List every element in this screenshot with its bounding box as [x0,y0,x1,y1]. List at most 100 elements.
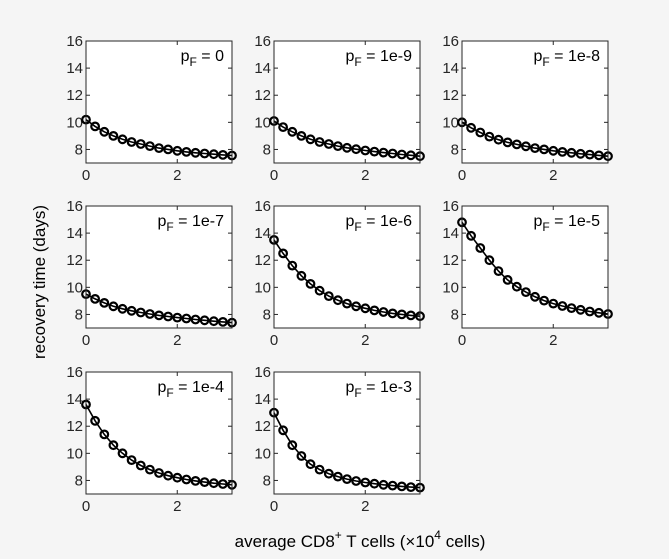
y-tick-label: 10 [254,279,271,296]
data-point [511,281,522,292]
data-point [181,313,192,324]
y-tick-label: 16 [66,364,83,381]
data-point [396,149,407,160]
y-tick-label: 10 [66,114,83,131]
data-point [126,305,137,316]
data-point [99,298,110,308]
data-point [217,149,228,160]
panel-label: pF = 1e-9 [345,48,412,69]
data-point [190,476,201,486]
data-point [154,310,164,321]
data-point [90,415,100,426]
data-point [278,248,289,259]
data-point [557,301,568,311]
plot-area [86,41,232,163]
data-point [296,451,307,461]
data-point [502,137,513,148]
y-tick-label: 16 [254,33,271,50]
data-point [314,464,325,475]
data-point [135,460,146,471]
data-point [190,147,201,158]
data-point [378,479,389,490]
data-point [557,146,568,157]
y-tick-label: 8 [451,306,459,323]
y-tick-label: 8 [75,141,83,158]
x-axis-label: average CD8+ T cells (×104 cells) [235,528,486,551]
panel-label: pF = 1e-7 [157,213,224,234]
data-point [387,148,398,159]
y-tick-label: 14 [254,60,271,77]
data-point [296,130,307,141]
data-point [351,144,362,155]
y-tick-label: 10 [442,114,459,131]
panel-label: pF = 1e-5 [533,213,600,234]
data-point [406,482,416,493]
axes-box [461,40,609,164]
data-point [539,144,549,155]
data-point [217,479,228,489]
y-tick-label: 14 [66,391,83,408]
data-point [154,468,164,478]
data-point [521,287,531,298]
x-tick-label: 0 [82,498,90,515]
data-point [117,134,128,145]
data-point [584,149,595,160]
data-point [208,478,219,489]
x-tick-label: 2 [173,332,181,349]
data-point [278,425,289,436]
panel-7: 8 10 12 14 16 0 2 pF = 1e-4 [66,364,237,515]
y-tick-label: 14 [254,225,271,242]
y-tick-label: 10 [66,279,83,296]
data-point [278,122,289,132]
y-tick-label: 14 [66,225,83,242]
x-tick-label: 0 [458,332,466,349]
panel-2: 8 10 12 14 16 0 2 pF = 1e-9 [254,33,425,184]
data-point [333,295,343,306]
y-tick-label: 10 [442,279,459,296]
data-point [163,144,174,155]
data-point [305,459,316,470]
data-point [360,145,371,156]
data-point [99,429,110,440]
data-point [475,243,486,253]
y-tick-label: 16 [254,364,271,381]
axes-box [273,40,421,164]
y-tick-label: 12 [254,87,271,104]
data-point [217,317,228,327]
data-point [181,474,192,485]
data-point [117,303,128,314]
data-point [90,294,100,304]
data-point [190,314,201,325]
data-point [396,309,407,320]
data-point [90,121,100,132]
data-point [181,146,192,157]
axes-box [85,205,233,329]
data-point [378,307,389,317]
data-point [406,150,416,161]
data-point [493,266,504,277]
panel-label: pF = 1e-3 [345,379,412,400]
plot-area [274,41,420,163]
x-tick-label: 2 [361,498,369,515]
data-point [342,474,352,485]
panel-label: pF = 1e-8 [533,48,600,69]
data-point [305,134,316,145]
y-tick-label: 8 [451,141,459,158]
panel-label: pF = 1e-4 [157,379,224,400]
data-point [135,307,146,318]
x-tick-label: 2 [549,332,557,349]
x-tick-label: 0 [270,332,278,349]
data-point [144,309,155,319]
data-point [466,122,477,133]
data-point [208,149,219,160]
data-point [208,316,219,327]
data-point [108,130,119,141]
data-point [144,464,155,475]
data-point [154,143,164,154]
panel-6: 8 10 12 14 16 0 2 pF = 1e-5 [442,198,613,349]
data-point [575,148,586,159]
data-point [566,303,577,314]
data-point [360,303,371,314]
y-tick-label: 16 [66,198,83,215]
data-point [539,295,549,306]
